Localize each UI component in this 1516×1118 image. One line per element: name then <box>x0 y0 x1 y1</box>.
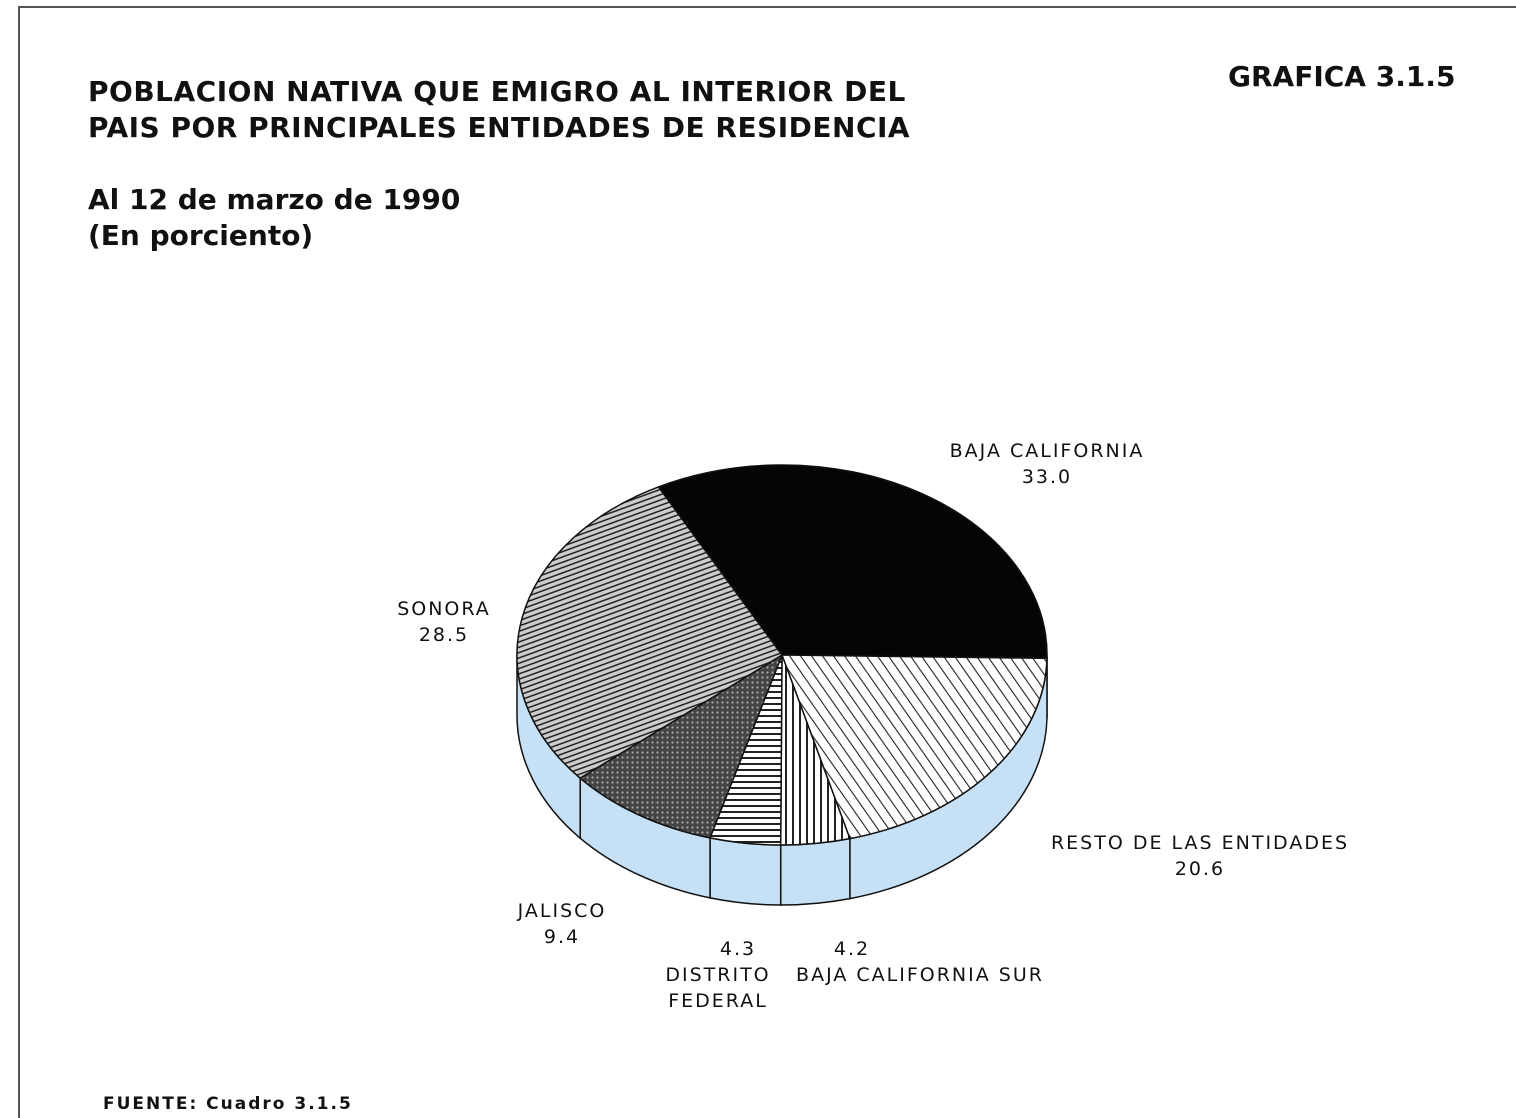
value-label: 9.4 <box>543 926 581 948</box>
value-label: 33.0 <box>1021 466 1073 488</box>
value-label: 28.5 <box>418 624 470 646</box>
slice-label: JALISCO 9.4 <box>482 898 642 950</box>
source-note: FUENTE: Cuadro 3.1.5 <box>103 1094 353 1114</box>
slice-label: 4.3 DISTRITO FEDERAL <box>643 936 793 1014</box>
category-label: RESTO DE LAS ENTIDADES <box>1050 832 1350 854</box>
pie-slice <box>657 464 1048 660</box>
pie-side <box>709 836 782 906</box>
slice-label: 4.2 BAJA CALIFORNIA SUR <box>785 936 1055 988</box>
category-label: JALISCO <box>517 900 607 922</box>
category-label: BAJA CALIFORNIA SUR <box>796 964 1044 986</box>
category-label: SONORA <box>397 598 491 620</box>
unit-note: (En porciento) <box>88 219 314 252</box>
pie-slice <box>780 654 1048 840</box>
chart-subtitle: Al 12 de marzo de 1990 <box>88 183 461 216</box>
slice-label: SONORA 28.5 <box>364 596 524 648</box>
value-label: 4.2 <box>833 938 871 960</box>
frame <box>18 6 1516 1118</box>
value-label: 20.6 <box>1174 858 1226 880</box>
pie-side <box>779 837 851 906</box>
slice-label: RESTO DE LAS ENTIDADES 20.6 <box>990 830 1410 882</box>
category-label: DISTRITO FEDERAL <box>665 964 771 1012</box>
category-label: BAJA CALIFORNIA <box>949 440 1145 462</box>
chart-id: GRAFICA 3.1.5 <box>1228 60 1456 93</box>
pie-slice <box>578 653 784 839</box>
slice-label: BAJA CALIFORNIA 33.0 <box>897 438 1197 490</box>
value-label: 4.3 <box>719 938 757 960</box>
pie-slice <box>516 486 784 780</box>
chart-title: POBLACION NATIVA QUE EMIGRO AL INTERIOR … <box>88 75 911 144</box>
